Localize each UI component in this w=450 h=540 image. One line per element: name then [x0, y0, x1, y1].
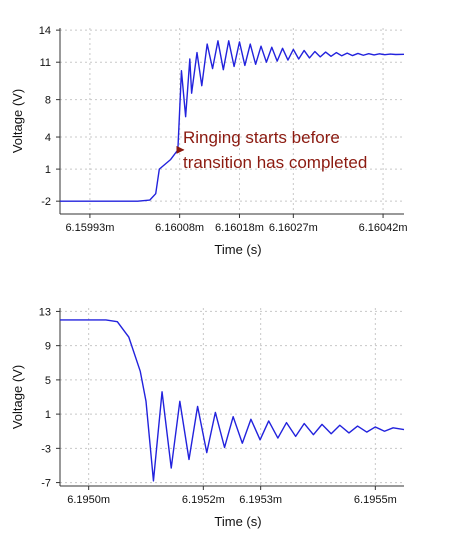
- x-axis-title: Time (s): [214, 514, 261, 529]
- y-tick-label: 14: [39, 25, 51, 37]
- annotation-line-1: Ringing starts before: [183, 128, 340, 147]
- chart-top: 6.15993m 6.16008m 6.16018m 6.16027m 6.16042m…: [10, 25, 408, 257]
- annotation-line-2: transition has completed: [183, 153, 367, 172]
- plot-area: [60, 308, 404, 486]
- y-tick-label: 1: [45, 164, 51, 176]
- x-axis-title: Time (s): [214, 242, 261, 257]
- y-axis-title: Voltage (V): [10, 365, 25, 429]
- chart-bottom: 6.1950m 6.1952m 6.1953m 6.1955m -7 -3 1 5 9 13 Tim…: [10, 306, 405, 529]
- y-tick-label: 9: [45, 341, 51, 353]
- voltage-series-line: [60, 40, 405, 202]
- voltage-series-line: [60, 319, 405, 482]
- y-tick-label: 11: [40, 57, 51, 69]
- y-tick-label: -2: [41, 196, 51, 208]
- x-tick-label: 6.1955m: [354, 494, 397, 506]
- x-tick-label: 6.16008m: [155, 222, 204, 234]
- y-tick-label: -3: [41, 443, 51, 455]
- x-tick-label: 6.16042m: [359, 222, 408, 234]
- x-tick-label: 6.16018m: [215, 222, 264, 234]
- y-tick-label: 13: [39, 306, 51, 318]
- x-tick-label: 6.15993m: [65, 222, 114, 234]
- x-tick-label: 6.16027m: [269, 222, 318, 234]
- y-tick-label: 4: [45, 132, 51, 144]
- x-tick-label: 6.1952m: [182, 494, 225, 506]
- y-tick-label: 1: [45, 409, 51, 421]
- x-tick-label: 6.1950m: [67, 494, 110, 506]
- x-tick-label: 6.1953m: [239, 494, 282, 506]
- y-tick-label: 8: [45, 95, 51, 107]
- y-axis-title: Voltage (V): [10, 89, 25, 153]
- y-tick-label: -7: [41, 478, 51, 490]
- y-tick-label: 5: [45, 375, 51, 387]
